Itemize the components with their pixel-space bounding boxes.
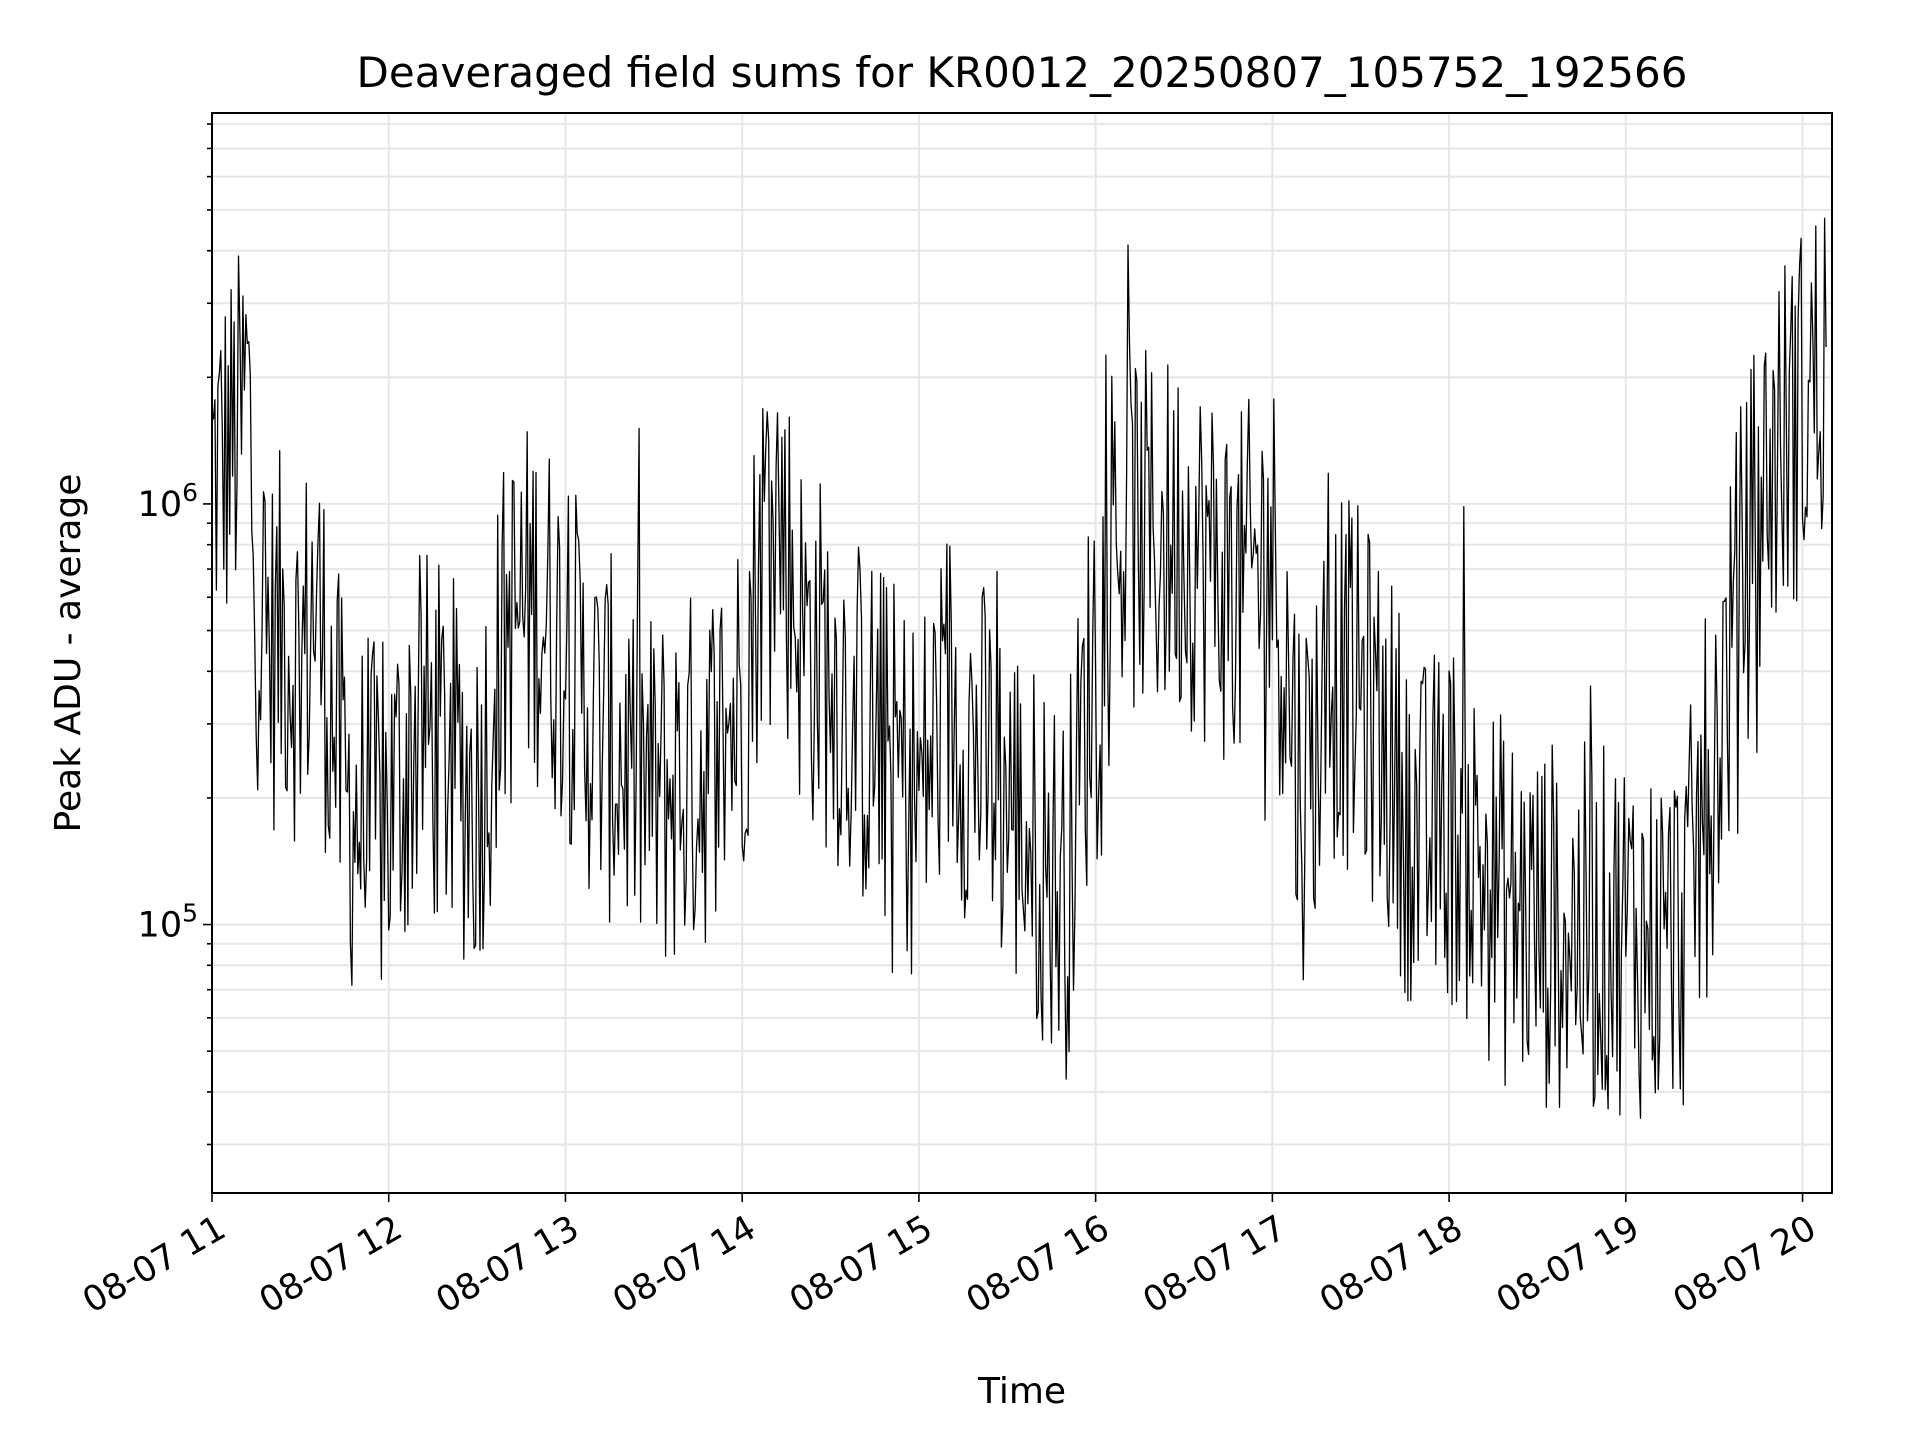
- x-tick-label: 08-07 12: [253, 1208, 409, 1321]
- y-tick-label-exponent: 6: [182, 478, 198, 507]
- x-tick-label: 08-07 14: [606, 1208, 762, 1321]
- x-tick-label: 08-07 19: [1490, 1208, 1646, 1321]
- x-tick-label: 08-07 20: [1667, 1208, 1823, 1321]
- series-line: [211, 217, 1827, 1119]
- y-tick-label-base: 10: [138, 906, 183, 946]
- y-axis-label: Peak ADU - average: [48, 474, 89, 833]
- y-tick-label: 105: [138, 899, 198, 946]
- y-tick-label: 106: [138, 478, 198, 525]
- x-tick-label: 08-07 16: [960, 1208, 1116, 1321]
- x-tick-label: 08-07 17: [1137, 1208, 1293, 1321]
- plot-frame: [211, 112, 1833, 1194]
- x-tick-label: 08-07 11: [76, 1208, 232, 1321]
- x-tick-label: 08-07 13: [430, 1208, 586, 1321]
- x-tick-label: 08-07 18: [1313, 1208, 1469, 1321]
- x-tick-label: 08-07 15: [783, 1208, 939, 1321]
- x-axis-label: Time: [977, 1371, 1066, 1412]
- y-tick-label-base: 10: [138, 485, 183, 525]
- y-tick-label-exponent: 5: [182, 899, 198, 928]
- grid-layer: [211, 113, 1832, 1193]
- chart-title: Deaveraged field sums for KR0012_2025080…: [357, 48, 1688, 97]
